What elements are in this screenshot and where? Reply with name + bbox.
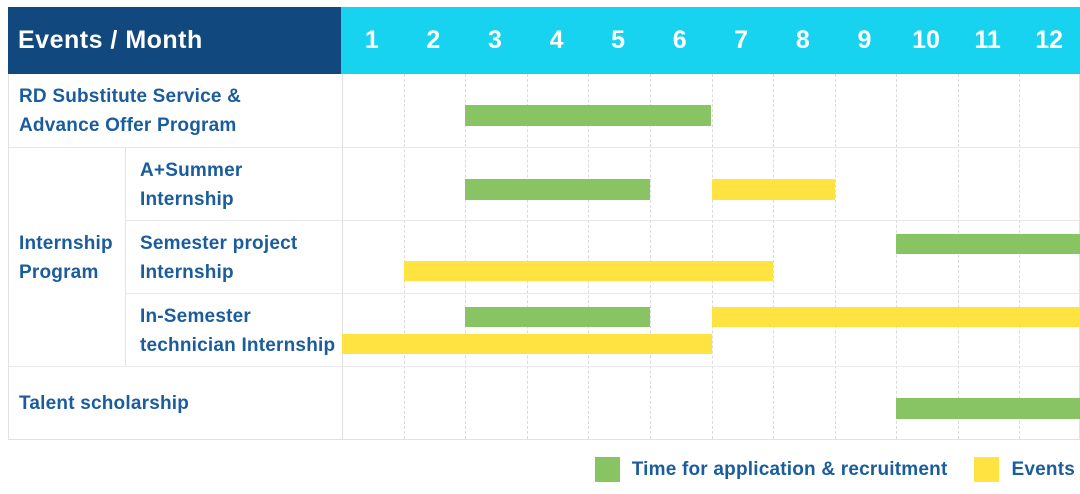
gantt-bar-recruitment <box>465 307 650 327</box>
gantt-bar-recruitment <box>465 105 712 126</box>
schedule-table: Events / Month 1 2 3 4 5 6 7 8 9 10 11 12 Internshi… <box>8 7 1080 440</box>
row-label-cell: RD Substitute Service & Advance Offer Pro… <box>9 74 342 148</box>
row-label-cell: Semester project Internship <box>125 221 342 294</box>
gantt-bar-recruitment <box>465 179 650 200</box>
legend-swatch-recruitment <box>594 457 620 482</box>
row-label: Semester project Internship <box>140 232 298 283</box>
legend: Time for application & recruitment Events <box>594 454 1075 485</box>
month-label: 3 <box>487 26 502 54</box>
month-label: 8 <box>795 26 810 54</box>
legend-item-recruitment: Time for application & recruitment <box>594 457 948 482</box>
table-header: Events / Month 1 2 3 4 5 6 7 8 9 10 11 12 <box>8 7 1080 74</box>
month-grid-line <box>834 74 836 439</box>
row-label: Talent scholarship <box>19 393 190 414</box>
month-label: 11 <box>974 26 1001 54</box>
month-grid-line <box>957 74 959 439</box>
row-label-cell: A+Summer Internship <box>125 148 342 221</box>
month-grid-line <box>403 74 405 439</box>
gantt-bar-event <box>342 334 712 354</box>
month-grid-line <box>1019 74 1021 439</box>
label-chart-divider <box>342 74 343 439</box>
row-divider <box>125 220 1079 221</box>
row-divider <box>125 293 1079 294</box>
table-body: Internship Program RD Substitute Service &… <box>8 74 1080 440</box>
gantt-bar-event <box>403 261 774 281</box>
month-grid-line <box>896 74 898 439</box>
gantt-bar-event <box>711 307 1080 327</box>
month-grid-line <box>711 74 713 439</box>
month-label: 2 <box>426 26 441 54</box>
month-label: 9 <box>857 26 872 54</box>
legend-label: Time for application & recruitment <box>631 458 948 480</box>
month-label: 1 <box>364 26 379 54</box>
row-label-cell: Talent scholarship <box>9 367 342 440</box>
month-label: 10 <box>912 26 940 54</box>
legend-swatch-event <box>974 457 1000 482</box>
month-label: 4 <box>549 26 564 54</box>
row-divider <box>9 366 1079 367</box>
gantt-bar-recruitment <box>896 234 1080 254</box>
month-label: 7 <box>734 26 749 54</box>
month-label: 6 <box>672 26 687 54</box>
month-grid-line <box>649 74 651 439</box>
row-label: RD Substitute Service & Advance Offer Pro… <box>19 86 242 136</box>
month-header-row: 1 2 3 4 5 6 7 8 9 10 11 12 <box>341 7 1080 74</box>
legend-label: Events <box>1011 458 1075 480</box>
gantt-bar-event <box>711 179 835 200</box>
month-grid-line <box>465 74 467 439</box>
month-grid-line <box>588 74 590 439</box>
group-cell-internship-program: Internship Program <box>9 148 125 367</box>
row-label: A+Summer Internship <box>140 159 243 210</box>
row-divider <box>9 147 1079 148</box>
row-label: In-Semester technician Internship <box>140 305 336 356</box>
month-label: 5 <box>611 26 626 54</box>
group-label: Internship Program <box>19 232 113 283</box>
month-grid-line <box>526 74 528 439</box>
month-grid-line <box>773 74 775 439</box>
table-corner-header: Events / Month <box>8 7 341 74</box>
gantt-bar-recruitment <box>896 398 1080 419</box>
legend-item-event: Events <box>974 457 1075 482</box>
month-label: 12 <box>1035 26 1064 54</box>
row-label-cell: In-Semester technician Internship <box>125 294 342 367</box>
